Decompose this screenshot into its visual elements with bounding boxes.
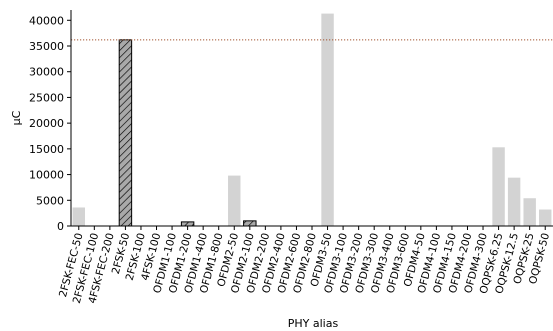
y-tick-label: 30000	[29, 66, 64, 79]
x-axis: 2FSK-FEC-502FSK-FEC-1004FSK-FEC-2002FSK-…	[57, 225, 553, 305]
bar-OQPSK-12.5	[507, 177, 521, 226]
bar-OQPSK-25	[523, 198, 536, 226]
y-tick-label: 35000	[29, 40, 64, 53]
x-axis-label: PHY alias	[288, 317, 339, 330]
y-tick-label: 10000	[29, 169, 64, 182]
bar-OFDM2-50	[228, 175, 241, 226]
bar-OFDM1-200	[180, 221, 195, 227]
bar-OFDM3-50	[321, 13, 334, 226]
bar-OQPSK-50	[539, 209, 552, 226]
y-tick-label: 25000	[29, 91, 64, 104]
bar-2FSK-FEC-50	[72, 207, 85, 226]
y-axis: 0 5000 10000 15000 20000 25000 30000 35000 40000	[29, 10, 72, 233]
y-tick-label: 40000	[29, 14, 64, 27]
bars-group	[72, 13, 552, 227]
y-tick-label: 20000	[29, 117, 64, 130]
y-tick-label: 15000	[29, 143, 64, 156]
bar-OFDM2-100	[243, 220, 257, 227]
y-tick-label: 5000	[36, 194, 64, 207]
bar-OQPSK-6.25	[492, 147, 505, 226]
bar-2FSK-50	[118, 39, 133, 227]
y-axis-label: μC	[10, 110, 23, 125]
y-tick-label: 0	[57, 220, 64, 233]
